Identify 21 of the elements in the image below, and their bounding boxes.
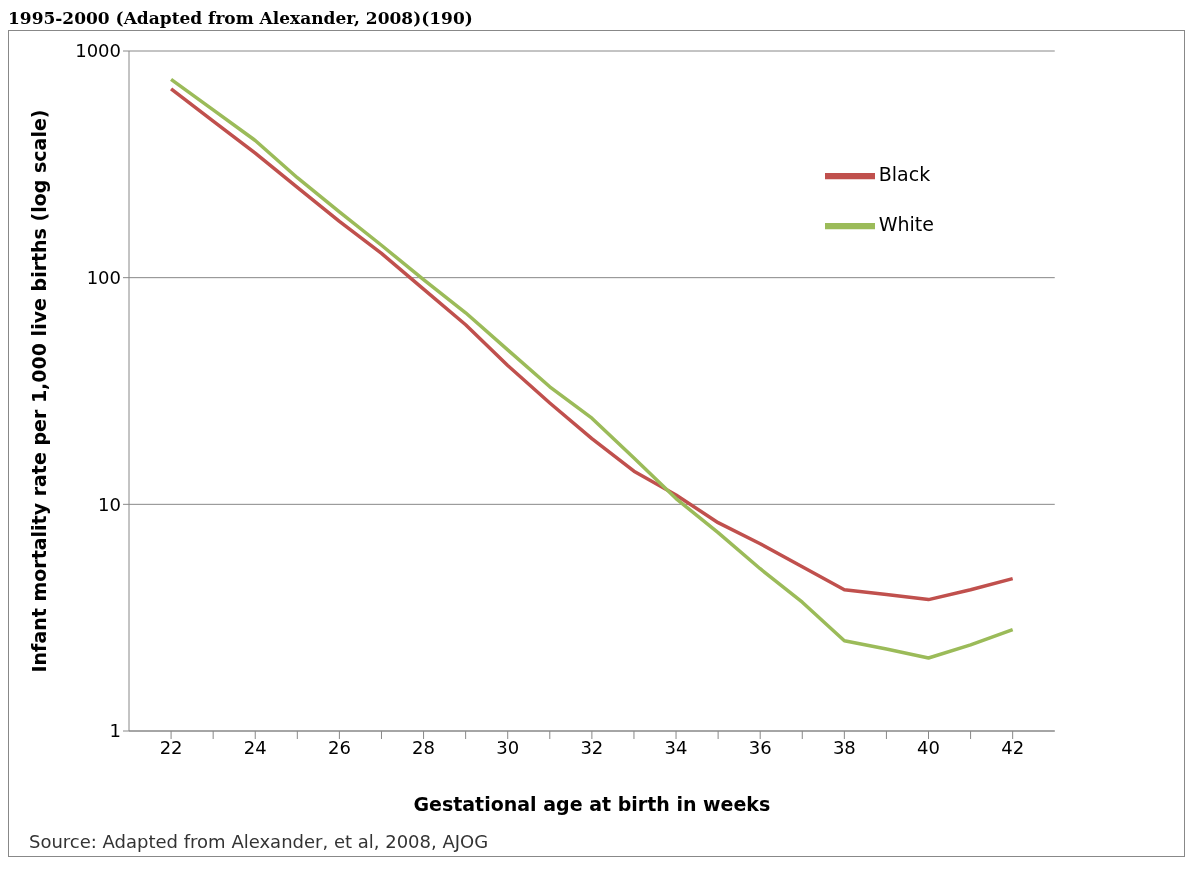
x-tick-label: 32: [580, 736, 604, 758]
x-tick-label: 42: [1001, 736, 1025, 758]
y-tick-label: 1000: [75, 40, 121, 62]
x-tick-label: 36: [748, 736, 772, 758]
y-tick-label: 100: [86, 267, 121, 289]
x-tick-label: 26: [327, 736, 351, 758]
legend-label: Black: [878, 162, 931, 185]
y-axis-title: Infant mortality rate per 1,000 live births (log scale): [27, 109, 50, 673]
legend-label: White: [878, 212, 934, 235]
source-note: Source: Adapted from Alexander, et al, 2008, AJOG: [29, 831, 490, 852]
chart-title: 1995-2000 (Adapted from Alexander, 2008)(190): [8, 8, 474, 28]
x-tick-label: 28: [412, 736, 436, 758]
x-tick-label: 38: [832, 736, 856, 758]
y-tick-label: 1: [109, 720, 121, 742]
x-tick-label: 30: [496, 736, 520, 758]
x-tick-label: 40: [917, 736, 940, 758]
y-tick-label: 10: [98, 493, 121, 515]
x-tick-label: 24: [243, 736, 267, 758]
x-tick-label: 34: [664, 736, 688, 758]
x-axis-title: Gestational age at birth in weeks: [413, 793, 771, 815]
x-tick-label: 22: [159, 736, 183, 758]
